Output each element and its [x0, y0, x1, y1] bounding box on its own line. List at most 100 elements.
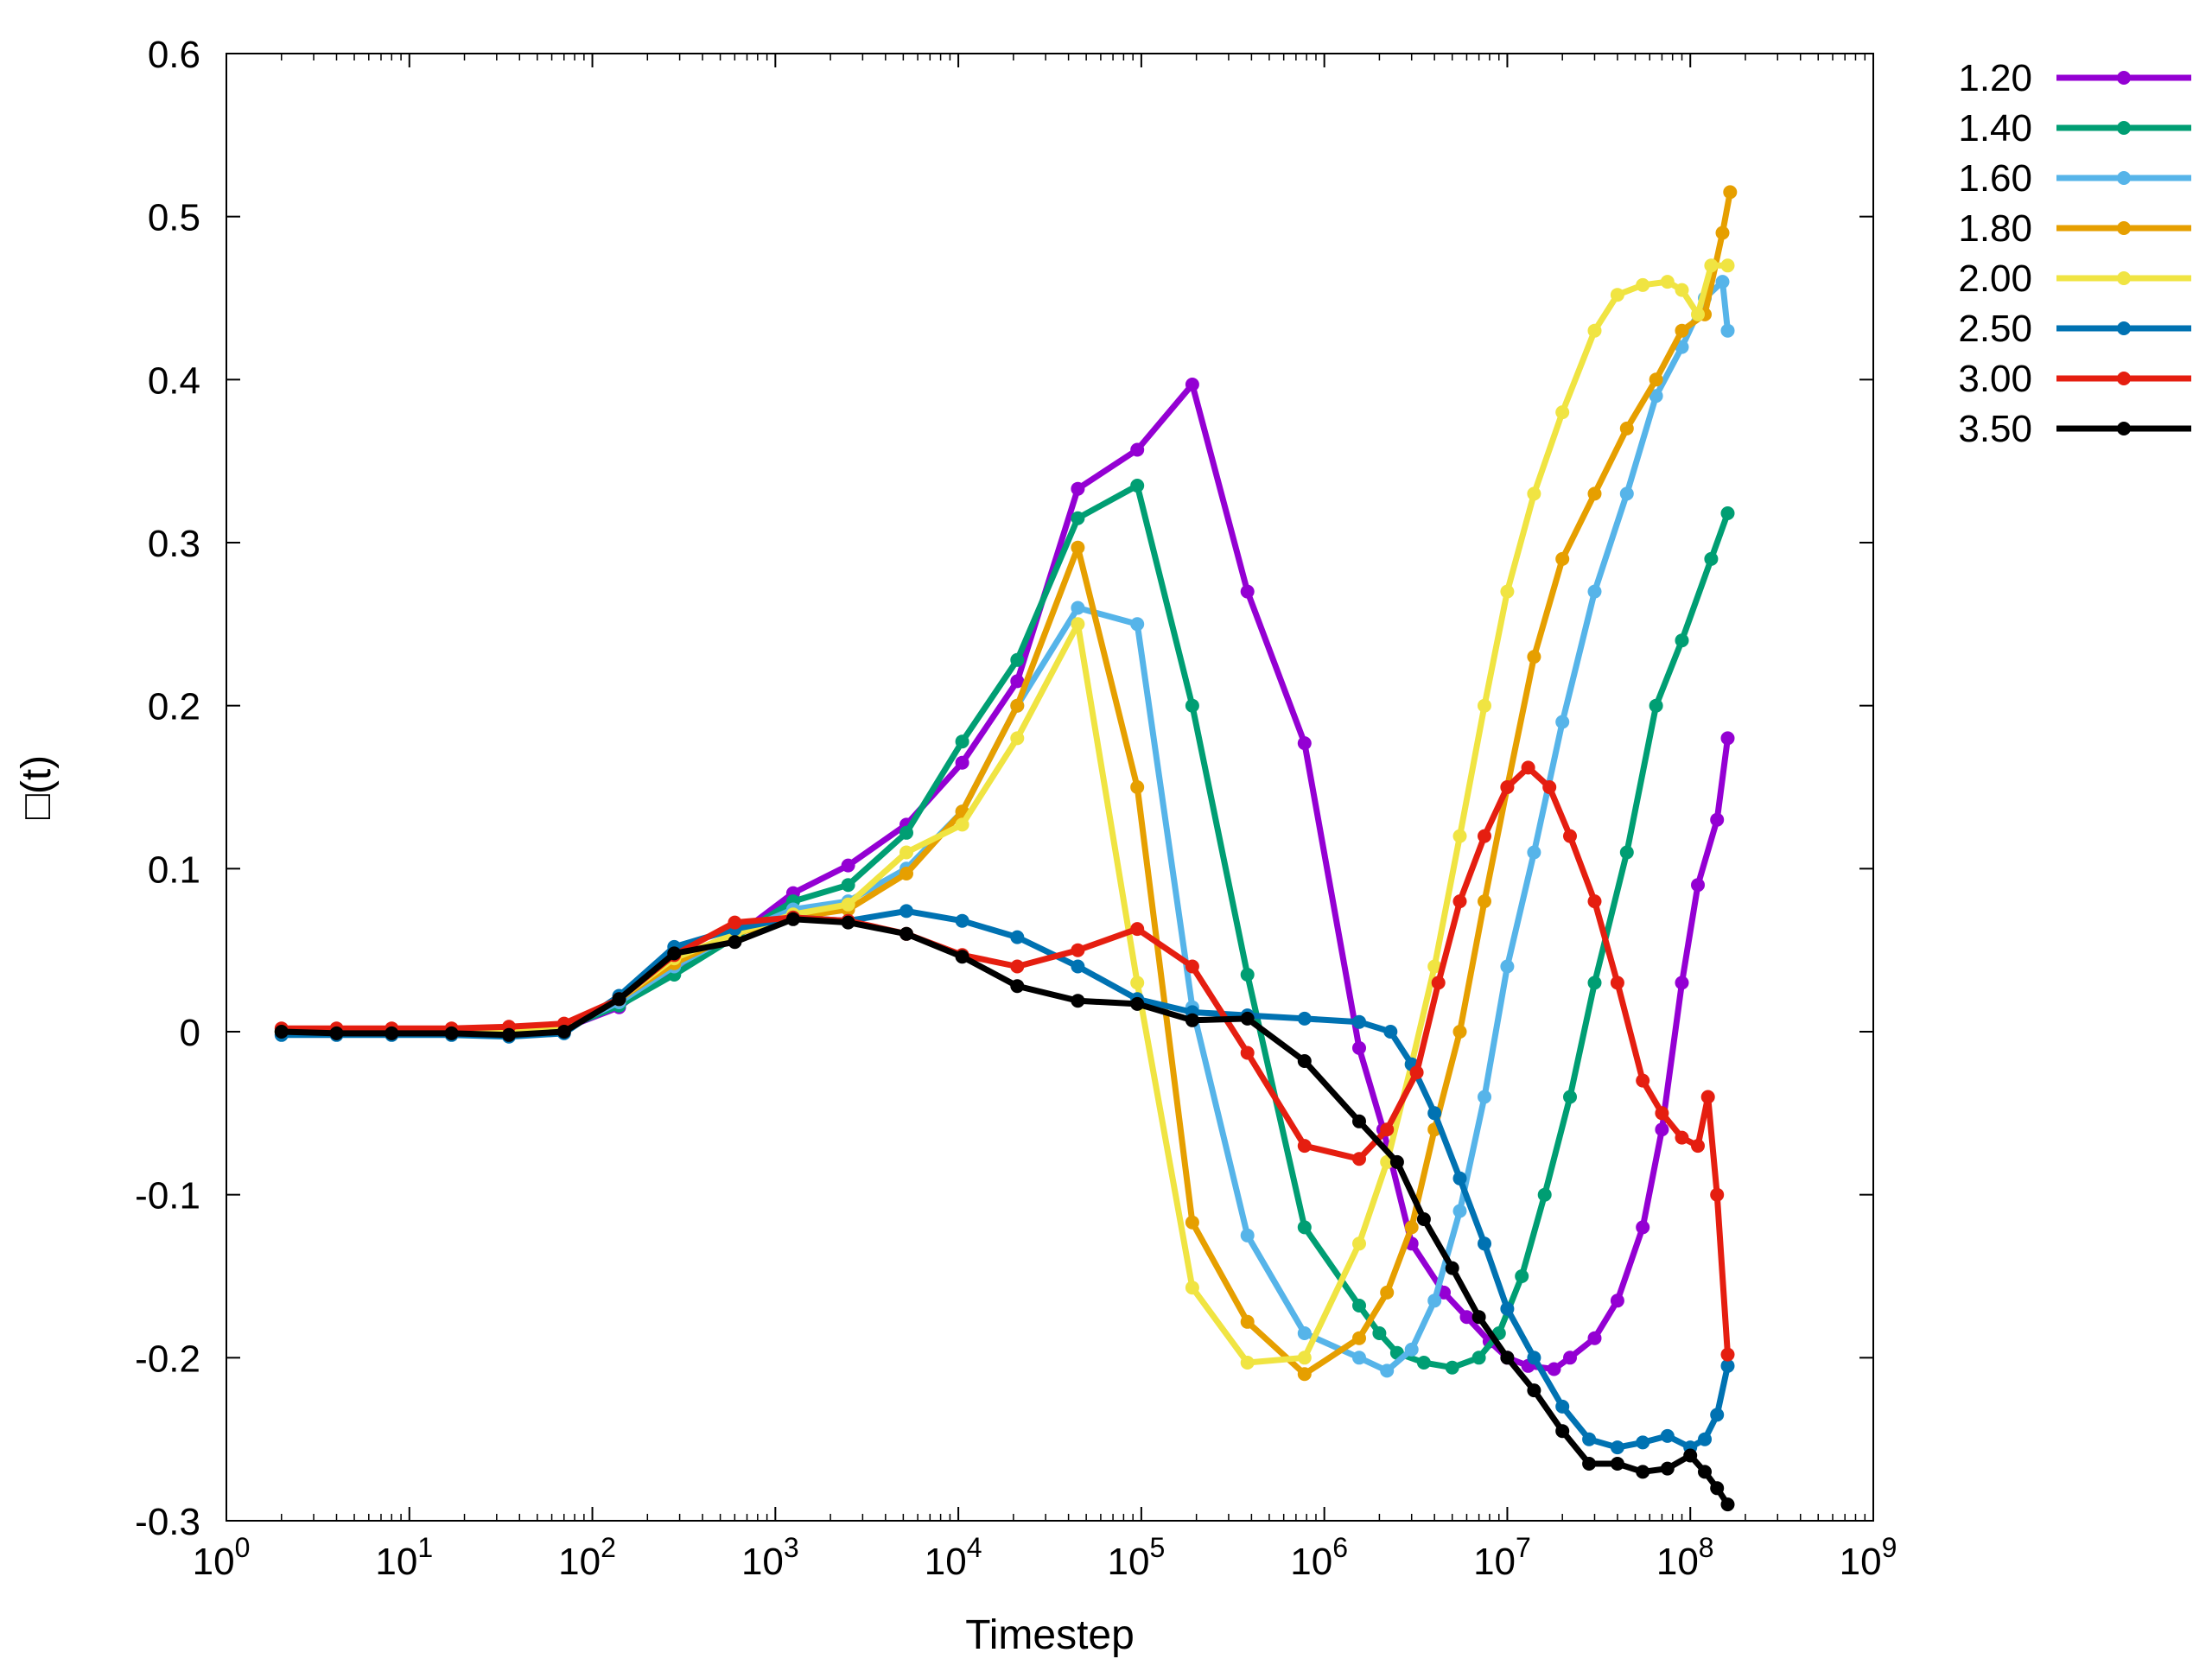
x-tick-label: 106	[1290, 1532, 1348, 1583]
data-point	[1185, 378, 1199, 391]
data-point	[1404, 1220, 1419, 1235]
data-point	[1240, 1046, 1255, 1060]
data-point	[1427, 1294, 1442, 1308]
data-point	[667, 946, 682, 961]
data-point	[1380, 1285, 1395, 1300]
data-point	[1500, 1351, 1515, 1365]
data-point	[1587, 486, 1602, 501]
data-point	[1427, 959, 1442, 974]
data-point	[1710, 1408, 1725, 1422]
y-tick-label: 0.6	[148, 34, 200, 76]
data-point	[955, 755, 969, 770]
data-point	[1515, 1269, 1529, 1283]
data-point	[1071, 601, 1085, 615]
data-point	[1010, 731, 1025, 746]
data-point	[1555, 405, 1570, 420]
legend-item: 3.50	[1958, 408, 2191, 450]
x-tick-label: 100	[193, 1532, 251, 1583]
data-point	[1691, 1139, 1705, 1154]
legend-label: 1.20	[1958, 57, 2032, 99]
data-point	[1715, 226, 1730, 240]
legend-label: 1.60	[1958, 157, 2032, 200]
legend-label: 2.50	[1958, 308, 2032, 350]
data-point	[1715, 275, 1730, 289]
data-point	[1389, 1154, 1404, 1169]
data-point	[612, 992, 626, 1007]
legend-marker	[2117, 171, 2131, 185]
data-point	[1297, 1011, 1312, 1026]
data-point	[955, 817, 969, 832]
y-tick-label: -0.2	[135, 1338, 200, 1380]
data-point	[1660, 1461, 1675, 1476]
data-point	[1610, 1294, 1624, 1308]
data-point	[1185, 959, 1199, 974]
data-point	[1527, 1351, 1541, 1365]
data-point	[1452, 829, 1467, 843]
data-point	[1619, 421, 1634, 435]
data-point	[1185, 698, 1199, 713]
data-point	[1352, 1236, 1366, 1251]
data-point	[1071, 994, 1085, 1008]
y-tick-label: 0.1	[148, 849, 200, 891]
data-point	[1372, 1326, 1387, 1340]
data-point	[1297, 1351, 1312, 1365]
data-point	[1010, 698, 1025, 713]
data-point	[1675, 283, 1689, 297]
data-point	[1459, 1310, 1474, 1325]
legend-item: 1.60	[1958, 157, 2191, 200]
data-point	[1555, 1399, 1570, 1414]
legend-marker	[2117, 372, 2131, 385]
data-point	[899, 825, 913, 840]
data-point	[1352, 1114, 1366, 1128]
data-point	[1352, 1299, 1366, 1313]
y-axis-label: □(t)	[14, 755, 60, 819]
data-point	[841, 858, 855, 873]
data-point	[1240, 1228, 1255, 1243]
data-point	[728, 935, 742, 950]
data-point	[1130, 617, 1145, 632]
data-point	[1010, 930, 1025, 944]
x-axis: 100 101 102 103 104 105 106 107 108 109	[193, 54, 1897, 1583]
data-point	[1710, 1481, 1725, 1496]
data-point	[1704, 258, 1719, 273]
data-point	[1130, 442, 1145, 457]
data-point	[1297, 1139, 1312, 1154]
data-point	[1587, 1331, 1602, 1345]
data-point	[329, 1026, 344, 1040]
legend-item: 1.20	[1958, 57, 2191, 99]
data-point	[1555, 551, 1570, 566]
data-point	[785, 912, 800, 926]
data-point	[1452, 894, 1467, 909]
data-point	[1010, 979, 1025, 994]
data-point	[1130, 976, 1145, 990]
data-point	[1071, 617, 1085, 632]
data-point	[1240, 1314, 1255, 1329]
data-point	[1500, 780, 1515, 794]
data-point	[1352, 1014, 1366, 1029]
data-point	[1582, 1457, 1597, 1471]
y-tick-label: 0.5	[148, 197, 200, 239]
data-point	[1071, 511, 1085, 525]
x-tick-label: 109	[1840, 1532, 1897, 1583]
data-point	[1471, 1310, 1486, 1325]
data-point	[1720, 731, 1735, 746]
data-point	[1130, 996, 1145, 1011]
data-point	[1619, 845, 1634, 860]
data-point	[1527, 1383, 1541, 1398]
data-point	[1521, 760, 1535, 775]
data-point	[1185, 1013, 1199, 1027]
data-point	[1610, 1457, 1624, 1471]
data-point	[1704, 551, 1719, 566]
y-tick-label: 0.3	[148, 523, 200, 565]
data-point	[1636, 1435, 1650, 1450]
data-point	[1071, 481, 1085, 496]
data-point	[1380, 1122, 1395, 1137]
data-point	[1691, 878, 1705, 893]
data-point	[1445, 1261, 1459, 1275]
series-3.50	[274, 912, 1735, 1512]
data-point	[1649, 698, 1663, 713]
data-point	[1675, 633, 1689, 648]
data-point	[1547, 1362, 1561, 1376]
data-point	[1445, 1360, 1459, 1375]
